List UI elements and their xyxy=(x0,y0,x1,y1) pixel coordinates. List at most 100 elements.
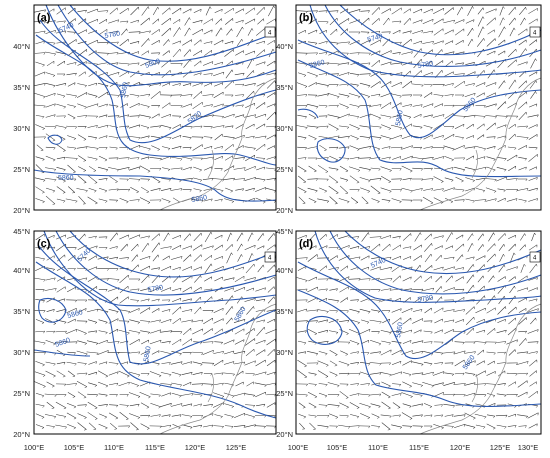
wind-barb-feather xyxy=(221,116,224,119)
wind-barb xyxy=(46,8,55,14)
wind-barb xyxy=(518,317,527,325)
wind-barb xyxy=(307,29,318,35)
wind-barb xyxy=(391,102,402,109)
wind-barb xyxy=(349,402,360,408)
wind-barb-feather xyxy=(232,361,235,364)
y-tick-label: 40°N xyxy=(13,266,30,275)
wind-barb xyxy=(530,91,536,99)
wind-barb xyxy=(150,319,161,323)
wind-barb-feather xyxy=(94,190,97,193)
wind-barb-feather xyxy=(409,374,412,377)
wind-barb xyxy=(193,232,202,242)
wind-barb-feather xyxy=(190,266,192,270)
wind-barb-feather xyxy=(536,103,538,107)
wind-barb-feather xyxy=(430,253,433,257)
wind-barb xyxy=(413,58,422,69)
wind-barb xyxy=(486,136,496,138)
wind-barb xyxy=(350,414,359,417)
wind-barb xyxy=(66,72,77,76)
wind-barb xyxy=(328,413,339,418)
wind-barb-feather xyxy=(116,62,119,66)
wind-barb-feather xyxy=(42,364,45,367)
wind-barb xyxy=(308,414,317,417)
wind-barb-feather xyxy=(337,405,340,408)
wind-barb-feather xyxy=(452,126,455,129)
wind-barb-feather xyxy=(273,233,275,236)
wind-barb xyxy=(203,29,213,35)
wind-barb-feather xyxy=(346,406,349,409)
wind-barb-feather xyxy=(147,106,150,109)
wind-barb-feather xyxy=(515,178,518,181)
wind-barb-feather xyxy=(377,331,380,334)
wind-barb-feather xyxy=(252,416,255,419)
wind-barb xyxy=(150,286,161,293)
wind-barb xyxy=(160,403,172,407)
wind-barb xyxy=(87,196,98,204)
wind-barb xyxy=(328,167,339,170)
wind-barb xyxy=(266,111,276,121)
wind-barb xyxy=(486,122,496,131)
wind-barb xyxy=(234,275,245,283)
wind-barb-feather xyxy=(484,416,487,419)
wind-barb xyxy=(118,188,130,191)
wind-barb-feather xyxy=(159,329,162,333)
wind-barb xyxy=(141,50,149,56)
wind-barb xyxy=(119,404,129,406)
wind-barb-feather xyxy=(95,96,98,99)
wind-barb xyxy=(67,255,76,261)
wind-barb xyxy=(55,424,67,428)
wind-barb-feather xyxy=(55,288,57,291)
wind-barb xyxy=(423,188,433,191)
wind-barb xyxy=(160,156,172,160)
wind-barb xyxy=(256,157,265,159)
wind-barb-feather xyxy=(367,267,370,270)
wind-barb-feather xyxy=(336,300,339,303)
wind-barb-feather xyxy=(53,375,56,378)
wind-barb xyxy=(150,125,161,128)
wind-barb xyxy=(391,198,402,202)
wind-barb xyxy=(181,393,193,396)
wind-barb xyxy=(329,196,338,204)
wind-barb xyxy=(444,113,454,119)
wind-barb xyxy=(349,156,360,160)
wind-barb xyxy=(202,114,214,118)
wind-barb xyxy=(172,48,181,58)
wind-barb-feather xyxy=(314,415,317,419)
wind-barb-feather xyxy=(263,309,266,312)
wind-barb xyxy=(108,136,119,138)
wind-barb xyxy=(308,198,317,202)
wind-barb xyxy=(360,383,370,385)
wind-barb xyxy=(97,62,109,65)
wind-barb-feather xyxy=(314,170,317,173)
wind-barb xyxy=(266,338,276,346)
wind-barb-feather xyxy=(463,104,466,108)
wind-barb xyxy=(317,83,329,86)
wind-barb xyxy=(65,329,78,334)
wind-barb-feather xyxy=(189,27,191,31)
wind-barb-feather xyxy=(377,192,381,195)
wind-barb xyxy=(308,402,317,408)
wind-barb xyxy=(476,329,485,334)
x-tick-label: 105°E xyxy=(64,443,85,452)
wind-barb xyxy=(527,329,539,334)
wind-barb-feather xyxy=(189,83,192,86)
wind-barb-feather xyxy=(452,329,454,332)
wind-barb xyxy=(359,308,371,313)
wind-barb xyxy=(359,278,371,280)
panel-d-contour-label: 5780 xyxy=(417,294,434,304)
wind-barb xyxy=(390,62,403,65)
wind-barb-feather xyxy=(324,149,327,151)
wind-barb-feather xyxy=(399,127,403,130)
wind-barb xyxy=(392,156,401,160)
wind-barb-feather xyxy=(137,322,140,325)
wind-barb-feather xyxy=(127,114,130,118)
wind-barb-feather xyxy=(379,393,382,397)
wind-barb xyxy=(77,49,87,57)
wind-barb-feather xyxy=(127,321,130,324)
wind-barb xyxy=(467,38,473,47)
wind-barb xyxy=(380,81,392,88)
wind-barb xyxy=(77,391,87,398)
wind-barb-feather xyxy=(264,327,266,330)
wind-barb xyxy=(338,135,350,139)
wind-barb-feather xyxy=(127,311,131,314)
